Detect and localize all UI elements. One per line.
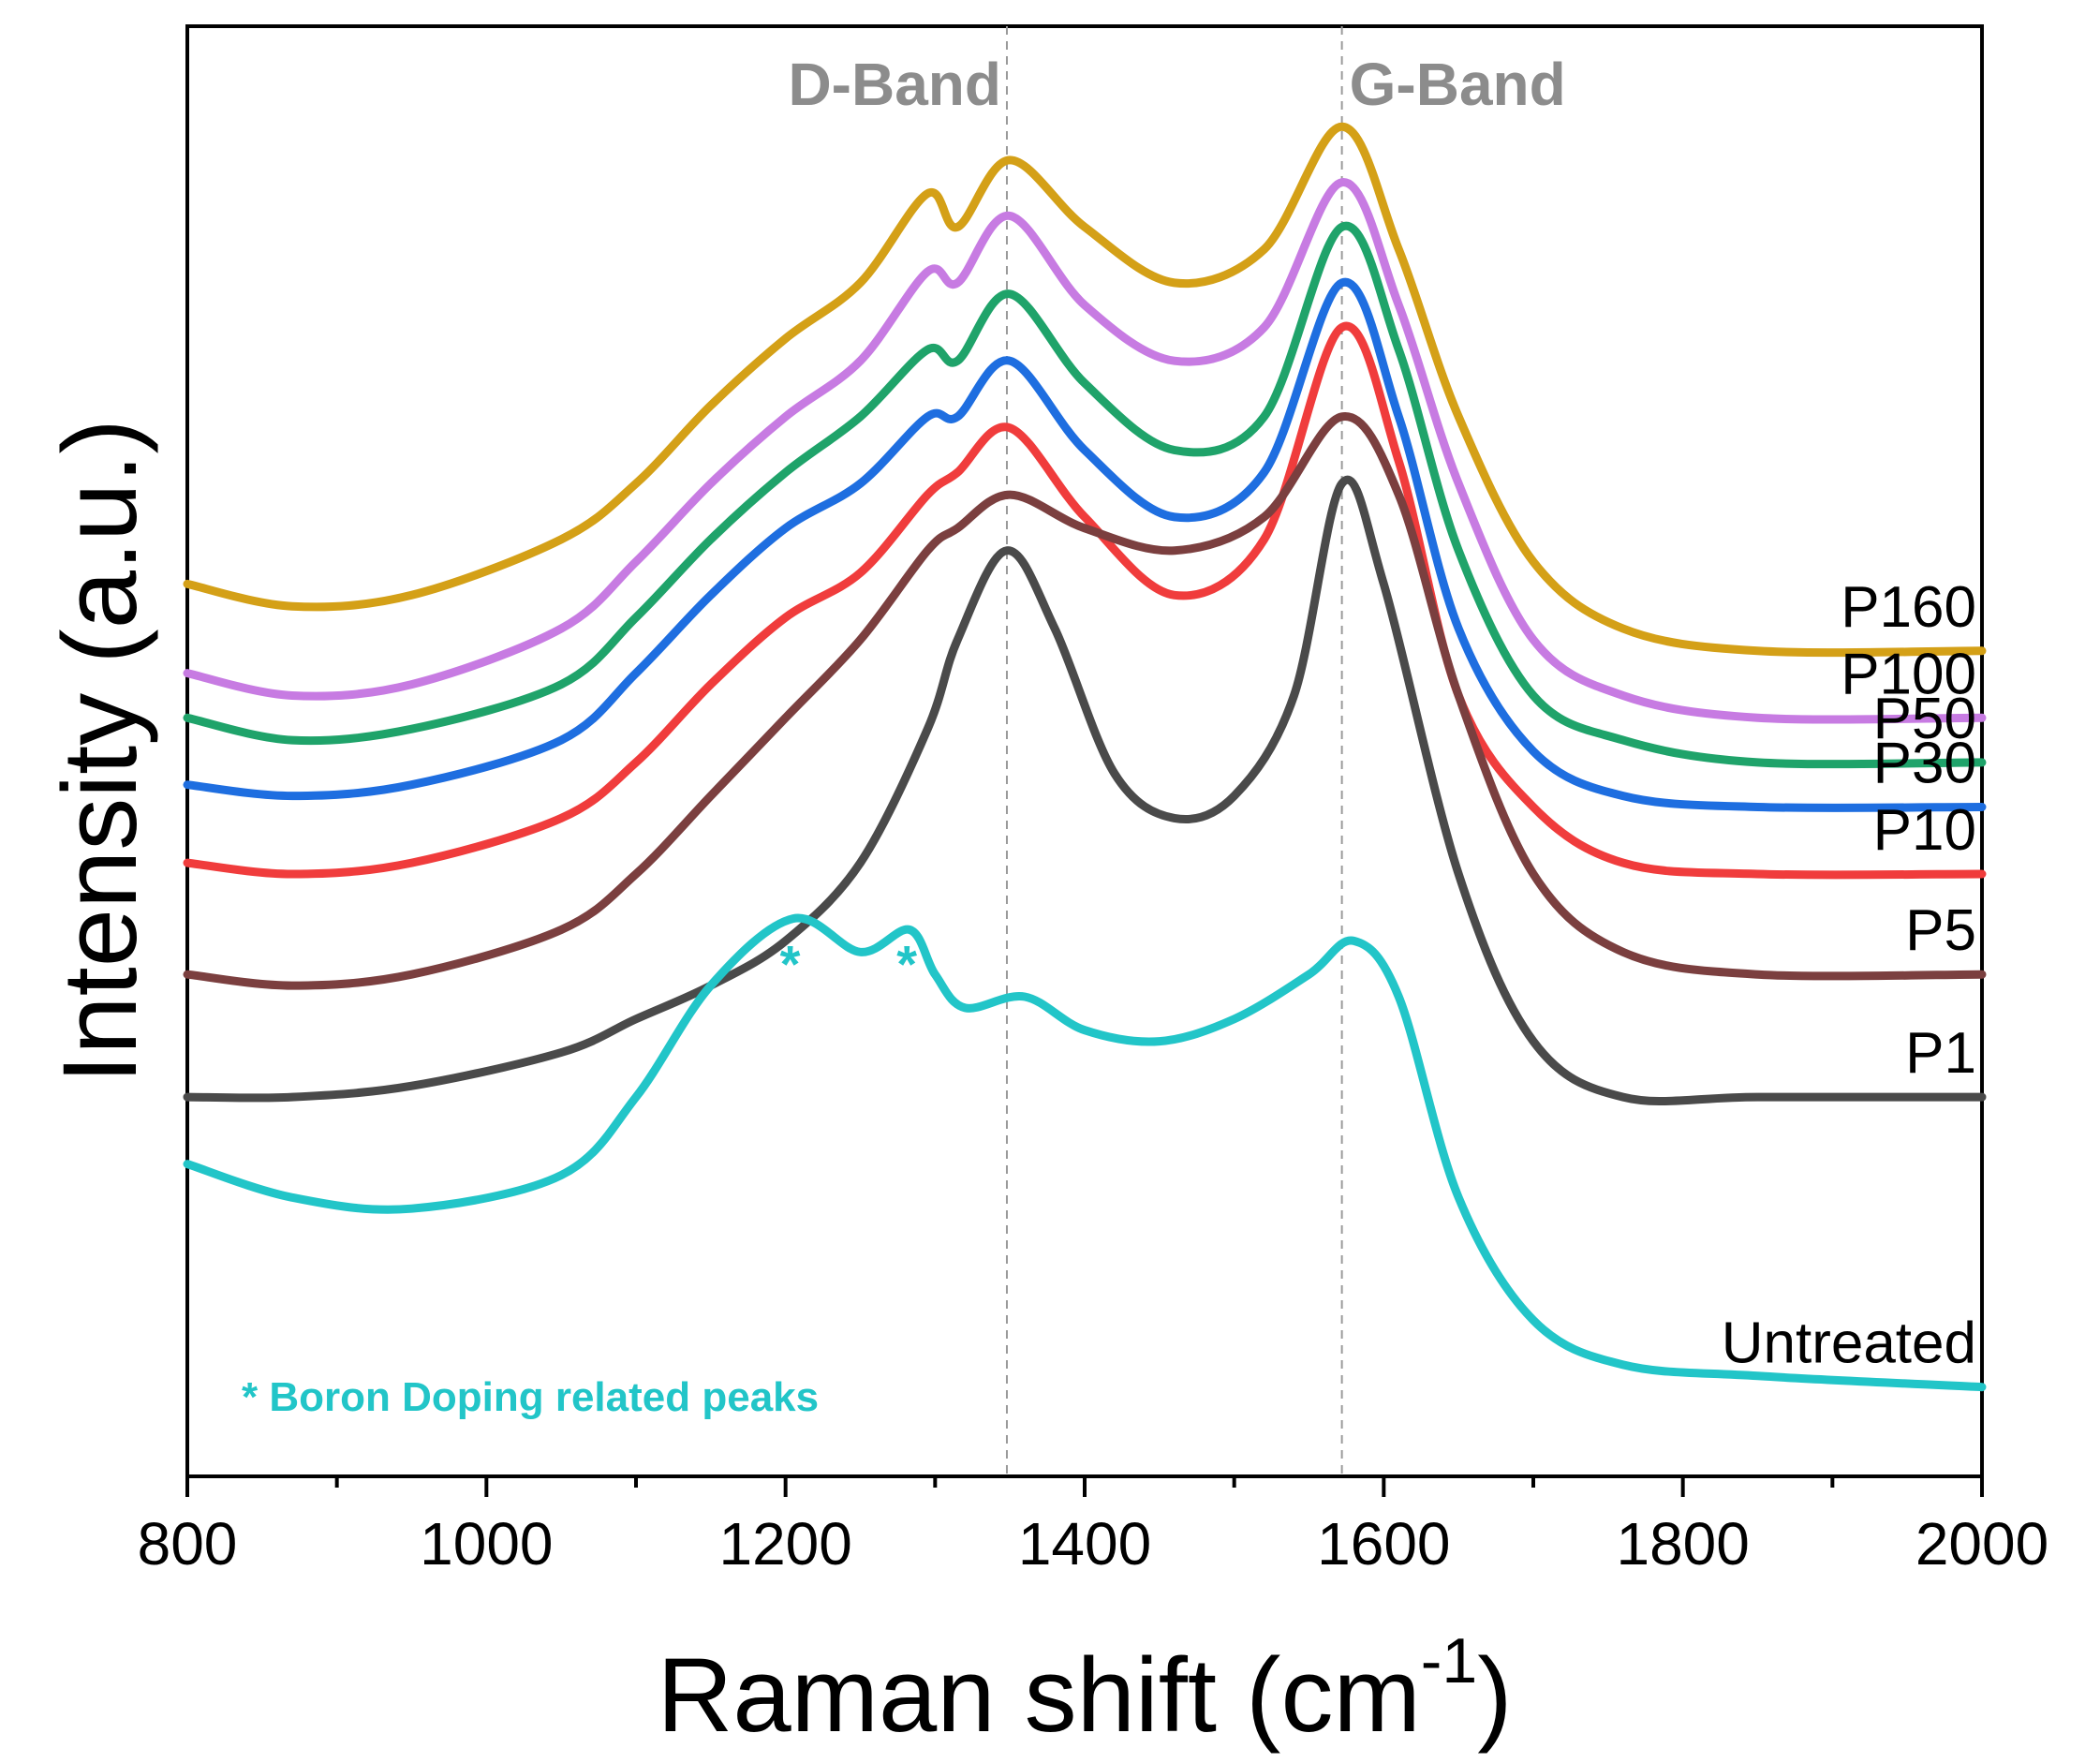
plot-frame [185, 24, 1984, 1478]
series-label-p1: P1 [1905, 1021, 1976, 1086]
y-axis-title: Intensity (a.u.) [41, 419, 158, 1084]
series-line-p1 [183, 475, 1987, 1106]
d-band-label: D-Band [788, 51, 1001, 118]
series-line-p10 [183, 321, 1987, 880]
x-tick-label-1600: 1600 [1317, 1510, 1450, 1578]
boron-asterisk-2: * [896, 935, 917, 994]
x-axis-title-main: Raman shift (cm [657, 1637, 1420, 1754]
series-label-p100: P100 [1841, 642, 1976, 706]
x-tick-label-2000: 2000 [1915, 1510, 2048, 1578]
x-axis-title: Raman shift (cm-1) [657, 1625, 1512, 1754]
series-label-p160: P160 [1841, 575, 1976, 640]
x-tick-label-1200: 1200 [718, 1510, 851, 1578]
x-axis-title-superscript: -1 [1421, 1625, 1477, 1696]
annotation-text: * Boron Doping related peaks [242, 1374, 819, 1420]
x-tick-label-800: 800 [138, 1510, 238, 1578]
series-layer [183, 122, 1987, 1392]
series-label-p30: P30 [1873, 732, 1976, 796]
x-axis-ticks: 800 1000 1200 1400 1600 1800 2000 [138, 1476, 2048, 1578]
series-line-p30 [183, 277, 1987, 812]
series-line-p50 [183, 221, 1987, 769]
series-label-p10: P10 [1873, 798, 1976, 863]
series-line-p5 [183, 412, 1987, 990]
series-label-p5: P5 [1905, 898, 1976, 963]
series-label-p50: P50 [1873, 687, 1976, 751]
series-line-p100 [183, 178, 1987, 724]
x-tick-label-1400: 1400 [1018, 1510, 1151, 1578]
boron-asterisk-1: * [780, 935, 801, 994]
reference-lines: D-Band G-Band [788, 26, 1566, 1476]
series-label-untreated: Untreated [1722, 1311, 1976, 1376]
x-axis-title-close: ) [1477, 1637, 1512, 1754]
series-line-untreated [183, 913, 1987, 1392]
x-tick-label-1800: 1800 [1616, 1510, 1749, 1578]
g-band-label: G-Band [1350, 51, 1566, 118]
x-tick-label-1000: 1000 [420, 1510, 553, 1578]
series-line-p160 [183, 122, 1987, 658]
